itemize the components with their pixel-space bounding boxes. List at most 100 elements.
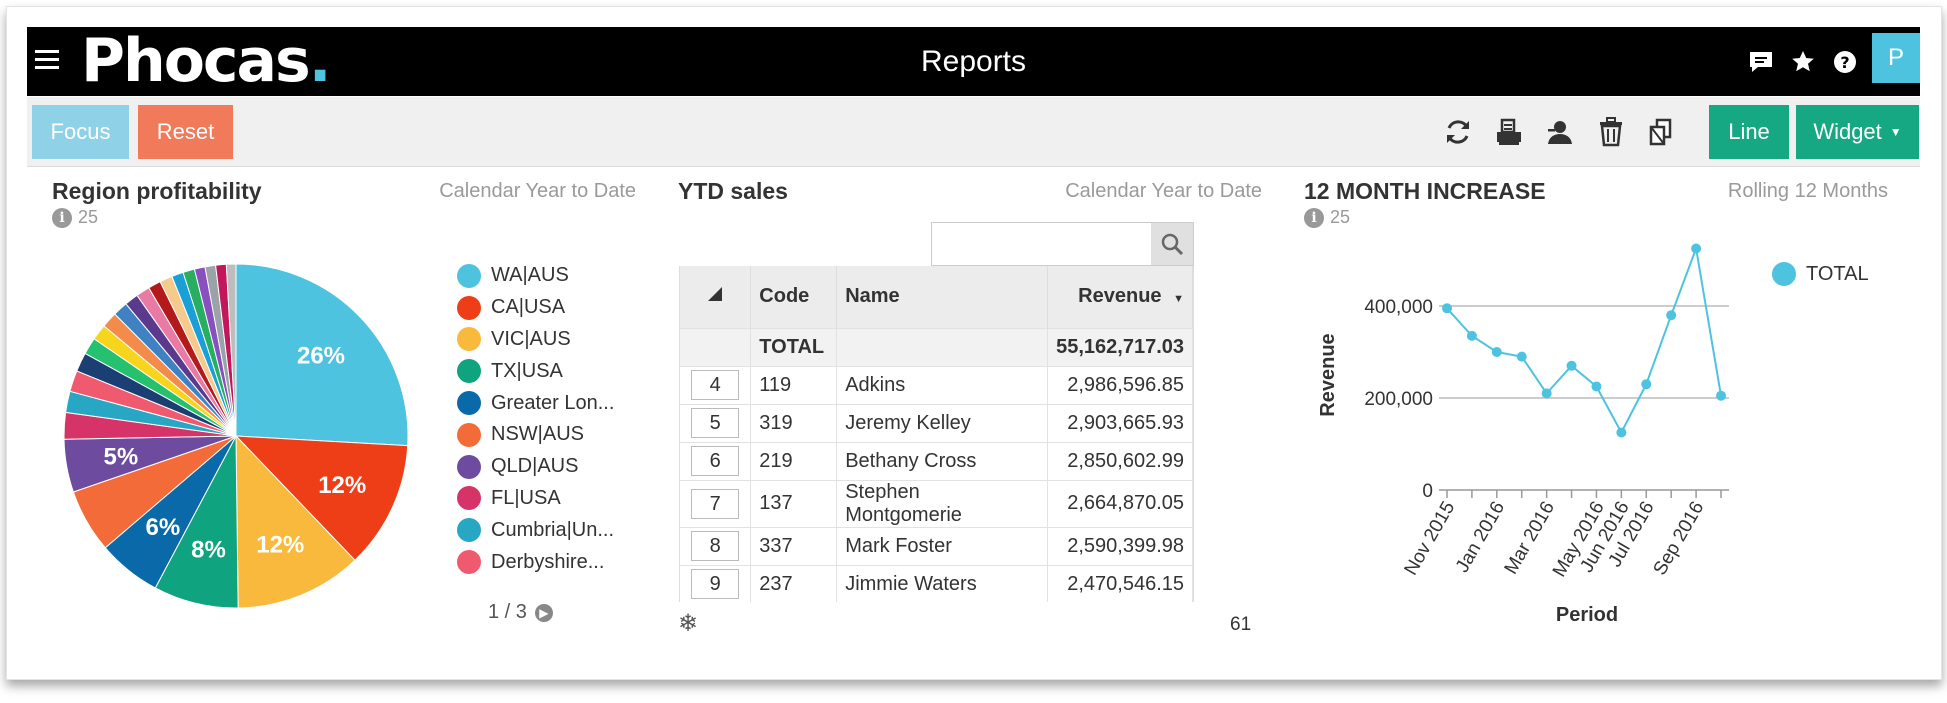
chat-icon[interactable]	[1740, 41, 1782, 83]
table-row[interactable]: 8 337 Mark Foster 2,590,399.98	[680, 526, 1193, 565]
data-point[interactable]	[1466, 330, 1477, 341]
table-row[interactable]: 5 319 Jeremy Kelley 2,903,665.93	[680, 403, 1193, 442]
legend-pager: 1 / 3 ▶	[488, 601, 553, 624]
table-row[interactable]: 4 119 Adkins 2,986,596.85	[680, 365, 1193, 404]
data-point[interactable]	[1442, 303, 1452, 314]
slice-label: 8%	[191, 537, 226, 564]
help-icon[interactable]: ?	[1824, 41, 1866, 83]
legend-swatch	[457, 518, 481, 543]
legend-item[interactable]: Greater Lon...	[457, 387, 614, 419]
info-icon: i	[1304, 207, 1324, 228]
pie-slice[interactable]	[235, 434, 356, 609]
total-value: 55,162,717.03	[1047, 327, 1193, 366]
info-indicator[interactable]: i 25	[1304, 207, 1350, 228]
legend-item[interactable]: NSW|AUS	[457, 419, 614, 451]
freeze-icon[interactable]: ❄	[678, 610, 699, 637]
column-header-name[interactable]: Name	[836, 266, 1049, 328]
data-point[interactable]	[1616, 427, 1627, 438]
avatar[interactable]: P	[1872, 32, 1920, 83]
legend-label: TX|USA	[491, 359, 563, 382]
share-user-icon[interactable]	[1534, 111, 1585, 153]
page-title: Reports	[920, 45, 1027, 78]
data-point[interactable]	[1566, 360, 1577, 371]
legend-label: NSW|AUS	[491, 423, 584, 446]
legend-label: Greater Lon...	[491, 391, 615, 414]
name-cell: Bethany Cross	[836, 441, 1049, 480]
data-point[interactable]	[1666, 310, 1677, 321]
line-button[interactable]: Line	[1709, 105, 1789, 159]
reset-button[interactable]: Reset	[138, 105, 233, 159]
rank-box[interactable]: 4	[691, 370, 740, 400]
data-point[interactable]	[1641, 379, 1652, 390]
legend-item[interactable]: WA|AUS	[457, 260, 614, 292]
x-axis-title: Period	[1556, 604, 1618, 626]
slice-label: 26%	[297, 343, 345, 370]
code-cell: 337	[750, 526, 838, 565]
copy-icon[interactable]	[1636, 111, 1687, 153]
code-cell: 219	[750, 441, 838, 480]
legend-item[interactable]: VIC|AUS	[457, 324, 614, 356]
period-label[interactable]: Rolling 12 Months	[1727, 180, 1888, 202]
rank-box[interactable]: 6	[691, 446, 740, 476]
data-point[interactable]	[1591, 381, 1602, 392]
info-indicator[interactable]: i 25	[52, 207, 98, 228]
info-count: 25	[1330, 207, 1351, 227]
slice-label: 5%	[103, 443, 138, 470]
table-row[interactable]: 6 219 Bethany Cross 2,850,602.99	[680, 441, 1193, 480]
data-point[interactable]	[1691, 243, 1702, 254]
pie-chart[interactable]: 26% 12% 12% 8% 6% 5%	[56, 256, 416, 616]
code-cell: 137	[750, 479, 838, 527]
search-input[interactable]	[932, 223, 1147, 263]
rank-box[interactable]: 9	[691, 569, 740, 600]
column-header-code[interactable]: Code	[750, 266, 838, 328]
data-point[interactable]	[1541, 388, 1552, 399]
rank-box[interactable]: 7	[691, 488, 740, 519]
star-icon[interactable]	[1782, 41, 1824, 83]
info-icon: i	[52, 207, 72, 228]
pie-slice[interactable]	[234, 435, 409, 561]
panel-title: YTD sales	[678, 178, 788, 204]
line-legend[interactable]: TOTAL	[1772, 262, 1869, 286]
revenue-cell: 2,850,602.99	[1047, 441, 1193, 480]
legend-item[interactable]: FL|USA	[457, 483, 614, 515]
pie-slice[interactable]	[225, 263, 237, 437]
rank-box[interactable]: 8	[691, 531, 740, 561]
slice-label: 12%	[318, 472, 366, 499]
code-cell: 237	[750, 564, 838, 602]
sort-corner-icon	[708, 287, 723, 302]
table-row[interactable]: 9 237 Jimmie Waters 2,470,546.15	[680, 564, 1193, 602]
legend-swatch	[457, 359, 481, 384]
data-point[interactable]	[1516, 351, 1527, 362]
sort-toggle[interactable]	[680, 266, 752, 328]
print-icon[interactable]	[1483, 111, 1534, 153]
search-box	[931, 222, 1194, 266]
code-cell: 119	[750, 365, 838, 404]
column-header-revenue[interactable]: Revenue ▼	[1047, 266, 1193, 328]
legend-item[interactable]: TX|USA	[457, 355, 614, 387]
period-label[interactable]: Calendar Year to Date	[1065, 180, 1262, 202]
menu-icon[interactable]	[35, 50, 59, 70]
table-row[interactable]: 7 137 Stephen Montgomerie 2,664,870.05	[680, 479, 1193, 527]
legend-label: TOTAL	[1806, 262, 1869, 285]
next-page-icon[interactable]: ▶	[534, 603, 553, 622]
legend-item[interactable]: Cumbria|Un...	[457, 514, 614, 546]
pie-slice[interactable]	[235, 263, 409, 447]
widget-dropdown-button[interactable]: Widget ▼	[1796, 105, 1919, 159]
y-tick-label: 200,000	[1364, 389, 1433, 410]
refresh-icon[interactable]	[1432, 111, 1483, 153]
legend-item[interactable]: Derbyshire...	[457, 546, 614, 578]
info-count: 25	[78, 207, 99, 227]
search-icon[interactable]	[1151, 223, 1193, 265]
focus-button[interactable]: Focus	[32, 105, 129, 159]
rank-box[interactable]: 5	[691, 408, 740, 438]
data-point[interactable]	[1491, 347, 1502, 357]
period-label[interactable]: Calendar Year to Date	[439, 180, 636, 202]
slice-label: 12%	[256, 531, 304, 558]
row-count: 61	[1230, 614, 1252, 635]
trash-icon[interactable]	[1585, 111, 1636, 153]
toolbar: Focus Reset Line Widget ▼	[27, 97, 1920, 167]
legend-item[interactable]: QLD|AUS	[457, 451, 614, 483]
data-point[interactable]	[1716, 390, 1726, 401]
legend-item[interactable]: CA|USA	[457, 292, 614, 324]
